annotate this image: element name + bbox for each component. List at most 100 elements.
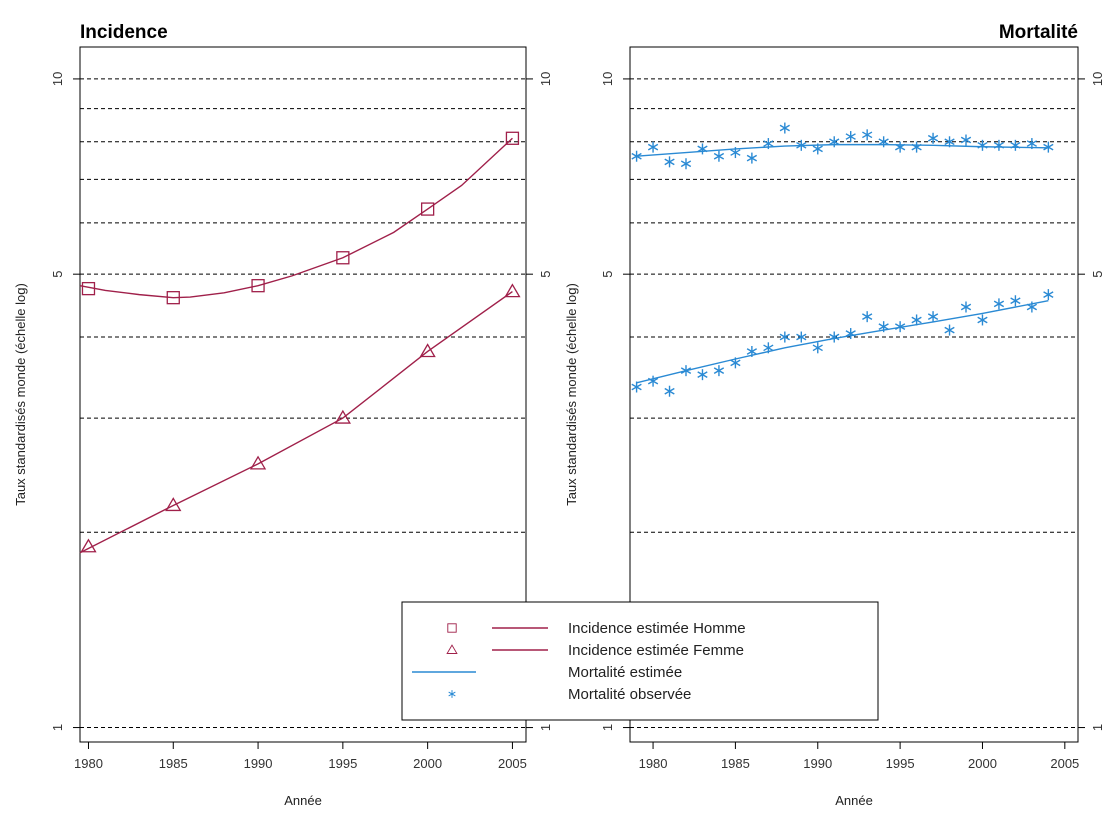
point-homme [336, 251, 350, 265]
point-femme [80, 538, 97, 553]
point-mortalite-observee [796, 139, 807, 151]
point-homme [420, 202, 435, 216]
legend-label: Incidence estimée Homme [568, 620, 746, 637]
point-mortalite-observee [1026, 138, 1038, 150]
point-mortalite-observee [993, 139, 1005, 151]
plot-frame [629, 46, 1079, 743]
point-mortalite-observee [647, 141, 659, 153]
x-tick-label: 1990 [803, 756, 832, 771]
point-mortalite-observee [746, 152, 758, 164]
chart-title: Incidence [80, 22, 168, 43]
legend-marker [446, 644, 458, 654]
point-mortalite-observee [862, 311, 873, 323]
point-mortalite-observee [829, 136, 840, 148]
point-mortalite-observee [845, 328, 856, 340]
y-tick-label-right: 10 [538, 72, 553, 86]
point-mortalite-observee [1010, 295, 1021, 307]
point-mortalite-observee [845, 131, 856, 143]
point-homme [251, 279, 265, 293]
point-mortalite-observee [1043, 141, 1054, 153]
legend-marker-shape [446, 644, 458, 654]
legend-label: Mortalité estimée [568, 664, 682, 681]
point-femme [334, 409, 351, 424]
legend-label: Incidence estimée Femme [568, 642, 744, 659]
y-axis-label: Taux standardisés monde (échelle log) [564, 283, 579, 506]
x-tick-label: 1990 [244, 756, 273, 771]
point-mortalite-observee [680, 158, 692, 170]
y-tick-label: 10 [600, 72, 615, 86]
point-mortalite-observee [1010, 139, 1021, 151]
x-tick-label: 1995 [328, 756, 357, 771]
x-tick-label: 1985 [159, 756, 188, 771]
point-mortalite-observee [779, 331, 790, 343]
point-mortalite-observee [911, 141, 922, 153]
point-mortalite-observee [779, 122, 790, 134]
point-mortalite-observee [960, 134, 972, 146]
y-tick-label-right: 1 [538, 724, 553, 731]
legend-box [401, 601, 879, 721]
x-axis-label: Année [835, 793, 873, 808]
point-femme [419, 343, 436, 358]
point-femme [165, 497, 182, 512]
point-mortalite-observee [862, 129, 873, 141]
point-mortalite-observee [878, 321, 889, 333]
y-tick-label: 10 [50, 72, 65, 86]
y-tick-label-right: 5 [1090, 271, 1105, 278]
point-homme [166, 291, 180, 305]
x-tick-label: 2000 [413, 756, 442, 771]
x-tick-label: 2005 [498, 756, 527, 771]
x-axis-label: Année [284, 793, 322, 808]
point-mortalite-observee [960, 301, 972, 313]
point-mortalite-observee [878, 136, 889, 148]
point-mortalite-observee [730, 147, 741, 159]
y-tick-label: 5 [50, 271, 65, 278]
y-tick-label: 1 [50, 724, 65, 731]
point-mortalite-observee [944, 324, 955, 336]
series-line-mortalite-lower [636, 300, 1049, 384]
x-tick-label: 2000 [968, 756, 997, 771]
point-mortalite-observee [664, 156, 675, 168]
x-tick-label: 1985 [721, 756, 750, 771]
point-homme [505, 131, 520, 145]
x-tick-label: 2005 [1050, 756, 1079, 771]
point-mortalite-observee [911, 314, 922, 326]
point-mortalite-observee [664, 385, 675, 397]
legend: Incidence estimée Homme Incidence estimée… [401, 601, 879, 721]
point-mortalite-observee [993, 298, 1005, 310]
point-mortalite-observee [730, 357, 741, 369]
point-homme [81, 281, 96, 296]
point-mortalite-observee [713, 365, 725, 377]
legend-marker [447, 623, 457, 633]
point-mortalite-observee [697, 143, 708, 155]
point-mortalite-observee [713, 150, 725, 162]
point-mortalite-observee [697, 369, 708, 381]
point-mortalite-observee [977, 314, 988, 326]
point-mortalite-observee [631, 381, 642, 393]
legend-marker [448, 690, 456, 698]
point-mortalite-observee [894, 141, 906, 153]
point-mortalite-observee [977, 139, 988, 151]
point-mortalite-observee [927, 311, 939, 323]
y-tick-label-right: 1 [1090, 724, 1105, 731]
y-tick-label: 5 [600, 271, 615, 278]
point-mortalite-observee [763, 342, 774, 354]
y-tick-label: 1 [600, 724, 615, 731]
point-mortalite-observee [927, 132, 939, 144]
x-tick-label: 1995 [886, 756, 915, 771]
point-mortalite-observee [1026, 301, 1038, 313]
point-mortalite-observee [894, 321, 906, 333]
x-tick-label: 1980 [639, 756, 668, 771]
point-mortalite-observee [746, 345, 758, 357]
point-mortalite-observee [829, 331, 840, 343]
incidence-panel: 1980 1985 1990 1995 2000 2005 1 1 5 5 10 10 Incidenc… [13, 22, 553, 808]
legend-marker-shape [447, 623, 457, 633]
y-axis-label: Taux standardisés monde (échelle log) [13, 283, 28, 506]
point-femme [504, 283, 521, 298]
point-mortalite-observee [944, 136, 955, 148]
point-mortalite-observee [763, 138, 774, 150]
point-mortalite-observee [812, 342, 823, 354]
plot-frame [79, 46, 527, 743]
x-tick-label: 1980 [74, 756, 103, 771]
y-tick-label-right: 5 [538, 271, 553, 278]
